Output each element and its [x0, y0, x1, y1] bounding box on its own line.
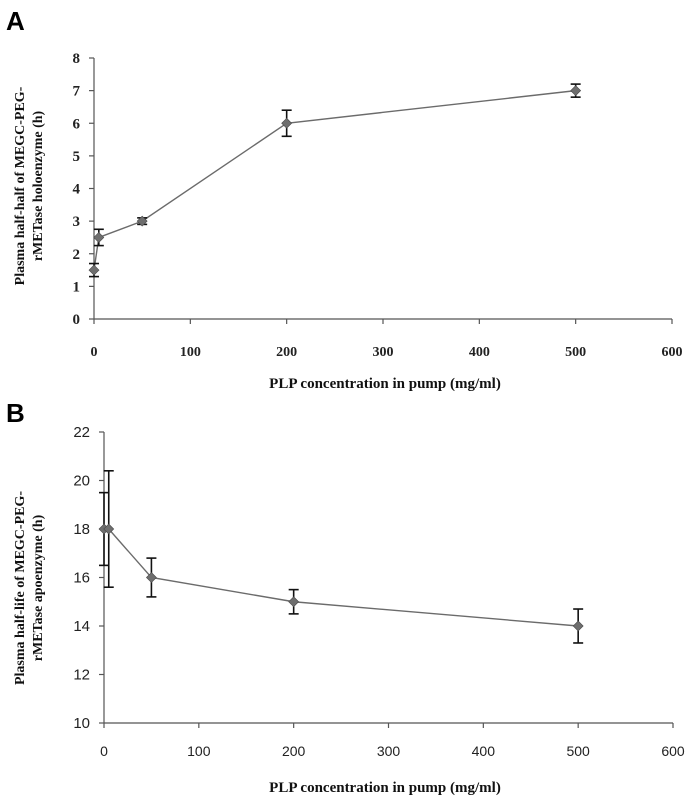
panel-b-y-tick-label: 10: [73, 715, 90, 732]
panel-a-y-label-line-2: rMETase holoenzyme (h): [31, 110, 46, 261]
panel-a-y-tick-label: 4: [73, 182, 81, 198]
panel-b-x-tick-label: 100: [187, 743, 211, 759]
panel-a-x-tick-label: 300: [373, 345, 394, 360]
panel-b-y-tick-label: 14: [73, 618, 90, 635]
panel-a-data-point: [281, 117, 293, 129]
panel-a-x-tick-label: 200: [276, 345, 297, 360]
panel-a-y-axis-label: Plasma half-half of MEGC-PEG- rMETase ho…: [13, 86, 46, 285]
panel-b-x-tick-label: 500: [566, 743, 590, 759]
panel-b-y-tick-label: 18: [73, 521, 90, 538]
panel-b-series-line: [104, 528, 579, 627]
panel-a-y-tick-label: 1: [73, 279, 81, 295]
panel-b-x-tick-label: 400: [472, 743, 496, 759]
panel-b-x-tick-label: 300: [377, 743, 401, 759]
panel-a-x-tick-label: 400: [469, 345, 490, 360]
panel-a-y-tick-label: 5: [73, 149, 81, 165]
panel-a-data-point: [570, 85, 582, 97]
panel-b-data-point: [572, 620, 584, 632]
panel-b-x-axis-label: PLP concentration in pump (mg/ml): [269, 780, 501, 796]
panel-b-chart: B Plasma half-life of MEGC-PEG- rMETase …: [6, 398, 685, 796]
panel-b-x-tick-label: 0: [100, 743, 108, 759]
panel-a-y-tick-label: 0: [73, 312, 81, 328]
panel-a-y-tick-label: 6: [73, 116, 81, 132]
panel-b-y-axis-label: Plasma half-life of MEGC-PEG- rMETase ap…: [13, 491, 46, 685]
panel-b-x-tick-label: 200: [282, 743, 306, 759]
panel-b-data-point: [145, 572, 157, 583]
panel-a-y-tick-label: 8: [73, 51, 81, 67]
panel-a-y-tick-label: 7: [73, 84, 81, 100]
panel-a-x-tick-label: 500: [565, 345, 586, 360]
panel-b-y-tick-label: 12: [73, 667, 90, 684]
panel-b-y-tick-label: 16: [73, 570, 90, 587]
panel-a-series-line: [93, 89, 576, 271]
panel-a-data-point: [88, 264, 100, 276]
panel-b-y-tick-label: 20: [73, 473, 90, 490]
panel-b-letter: B: [6, 398, 25, 428]
panel-b-data-point: [288, 596, 300, 608]
panel-a-y-label-line-1: Plasma half-half of MEGC-PEG-: [13, 86, 28, 285]
panel-a-chart: A Plasma half-half of MEGC-PEG- rMETase …: [6, 6, 683, 392]
panel-a-letter: A: [6, 6, 25, 36]
panel-b-data-point: [103, 523, 115, 535]
panel-a-x-tick-label: 600: [662, 345, 683, 360]
panel-a-y-tick-label: 2: [73, 247, 81, 263]
panel-b-x-tick-label: 600: [661, 743, 685, 759]
panel-a-x-tick-label: 100: [180, 345, 201, 360]
panel-a-data-point: [136, 215, 148, 227]
panel-a-x-axis-label: PLP concentration in pump (mg/ml): [269, 376, 501, 392]
panel-b-y-tick-label: 22: [73, 424, 90, 441]
panel-a-x-tick-label: 0: [91, 345, 98, 360]
panel-a-y-tick-label: 3: [73, 214, 81, 230]
panel-a-data-point: [93, 232, 105, 243]
panel-b-y-label-line-2: rMETase apoenzyme (h): [31, 514, 46, 661]
panel-b-y-label-line-1: Plasma half-life of MEGC-PEG-: [13, 491, 28, 685]
